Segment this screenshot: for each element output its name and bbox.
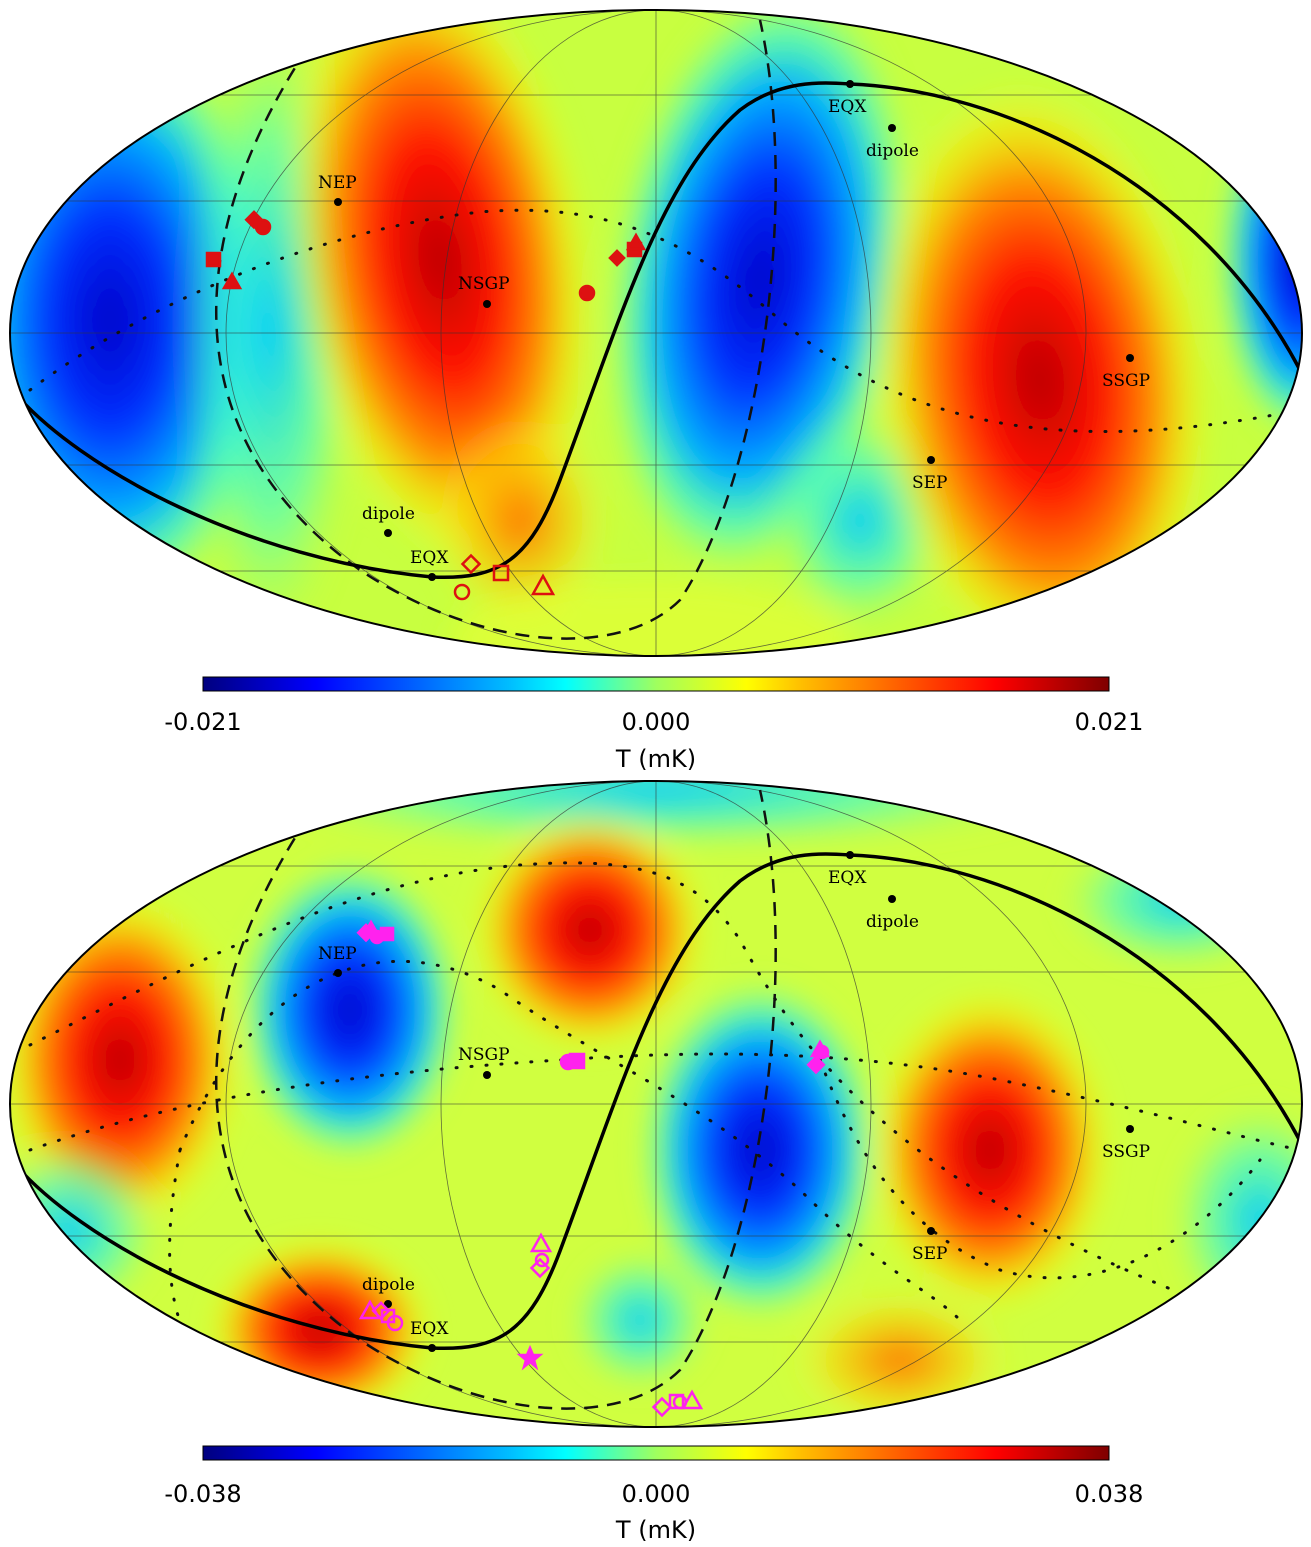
sep-label: SEP [912, 1244, 948, 1264]
open-diamond-marker [651, 1396, 673, 1418]
nsgp-point [483, 300, 491, 308]
filled-square-marker [379, 926, 395, 942]
top-colorbar-min: -0.021 [164, 708, 241, 736]
dipole-north-point [888, 895, 896, 903]
bottom-colorbar: -0.038 0.000 0.038 T (mK) [164, 1445, 1144, 1544]
bottom-map: EQX dipole NEP NSGP SSGP SEP dipole EQX [9, 780, 1303, 1428]
ssgp-point [1126, 1125, 1134, 1133]
sep-point [927, 456, 935, 464]
dipole-south-point [384, 1300, 392, 1308]
nsgp-label: NSGP [458, 1045, 510, 1065]
eqx-north-label: EQX [828, 97, 867, 117]
filled-triangle-marker [625, 232, 647, 251]
filled-triangle-marker [809, 1039, 831, 1058]
marker-cluster-dipole [358, 1299, 404, 1332]
bottom-labels: EQX dipole NEP NSGP SSGP SEP dipole EQX [318, 868, 1150, 1339]
filled-diamond-marker [244, 210, 264, 230]
bottom-colorbar-max: 0.038 [1075, 1480, 1144, 1508]
eqx-south-point [428, 1344, 436, 1352]
open-triangle-marker [529, 1232, 553, 1253]
top-markers [205, 210, 647, 601]
eqx-south-point [428, 573, 436, 581]
bottom-colorbar-mid: 0.000 [622, 1480, 691, 1508]
open-square-marker [380, 1308, 396, 1324]
bottom-reference-points [334, 851, 1134, 1352]
top-colorbar-mid: 0.000 [622, 708, 691, 736]
open-diamond-marker [460, 553, 482, 575]
filled-star-marker [516, 1344, 544, 1371]
top-map: EQX dipole NEP NSGP SSGP SEP dipole EQX [9, 9, 1303, 657]
eqx-south-label: EQX [410, 1319, 449, 1339]
open-circle-marker [534, 1252, 550, 1268]
ssgp-label: SSGP [1102, 1142, 1150, 1162]
filled-circle-marker [578, 284, 596, 302]
marker-cluster-equator [529, 1232, 553, 1279]
nsgp-label: NSGP [458, 274, 510, 294]
nsgp-point [483, 1071, 491, 1079]
bottom-colorbar-gradient [202, 1445, 1110, 1461]
dipole-north-point [888, 124, 896, 132]
top-colorbar: -0.021 0.000 0.021 T (mK) [164, 676, 1144, 773]
open-diamond-marker [529, 1257, 551, 1279]
dipole-south-point [384, 529, 392, 537]
top-map-field [10, 10, 1302, 656]
open-diamond-marker [371, 1301, 391, 1321]
eqx-north-point [846, 851, 854, 859]
top-colorbar-unit: T (mK) [615, 745, 696, 773]
dipole-north-label: dipole [866, 141, 919, 161]
dipole-north-label: dipole [866, 912, 919, 932]
filled-square-marker [205, 251, 222, 268]
marker-cluster-nep [356, 919, 395, 945]
top-reference-points [334, 80, 1134, 581]
filled-triangle-marker [360, 919, 382, 938]
nep-label: NEP [318, 173, 357, 193]
filled-diamond-marker [806, 1055, 826, 1075]
open-square-marker [492, 564, 510, 582]
nep-point [334, 969, 342, 977]
ssgp-label: SSGP [1102, 371, 1150, 391]
open-triangle-marker [680, 1389, 704, 1410]
top-colorbar-gradient [202, 676, 1110, 692]
bottom-equator-curve [10, 852, 1302, 1351]
top-galactic-plane [215, 19, 777, 640]
filled-square-marker [568, 1052, 586, 1070]
open-circle-marker [453, 583, 471, 601]
bottom-colorbar-unit: T (mK) [615, 1516, 696, 1544]
bottom-dotted-curves [28, 861, 1302, 1362]
top-equator-curve [10, 81, 1302, 580]
bottom-markers [356, 919, 831, 1418]
top-map-outline [9, 9, 1303, 657]
filled-triangle-marker [221, 271, 243, 290]
dipole-south-label: dipole [362, 1275, 415, 1295]
eqx-north-point [846, 80, 854, 88]
bottom-map-field [10, 781, 1302, 1427]
marker-cluster-centre [559, 1052, 586, 1071]
filled-diamond-marker [608, 249, 626, 267]
eqx-south-label: EQX [410, 548, 449, 568]
ssgp-point [1126, 354, 1134, 362]
sep-label: SEP [912, 473, 948, 493]
bottom-galactic-plane [215, 789, 777, 1410]
eqx-north-label: EQX [828, 868, 867, 888]
top-labels: EQX dipole NEP NSGP SSGP SEP dipole EQX [318, 97, 1150, 568]
bottom-colorbar-min: -0.038 [164, 1480, 241, 1508]
top-colorbar-max: 0.021 [1075, 708, 1144, 736]
bottom-map-outline [9, 780, 1303, 1428]
marker-cluster-right [806, 1039, 831, 1075]
marker-cluster-bottom [651, 1389, 704, 1418]
dipole-south-label: dipole [362, 504, 415, 524]
nep-label: NEP [318, 944, 357, 964]
open-triangle-marker [530, 573, 556, 596]
nep-point [334, 198, 342, 206]
sep-point [927, 1227, 935, 1235]
